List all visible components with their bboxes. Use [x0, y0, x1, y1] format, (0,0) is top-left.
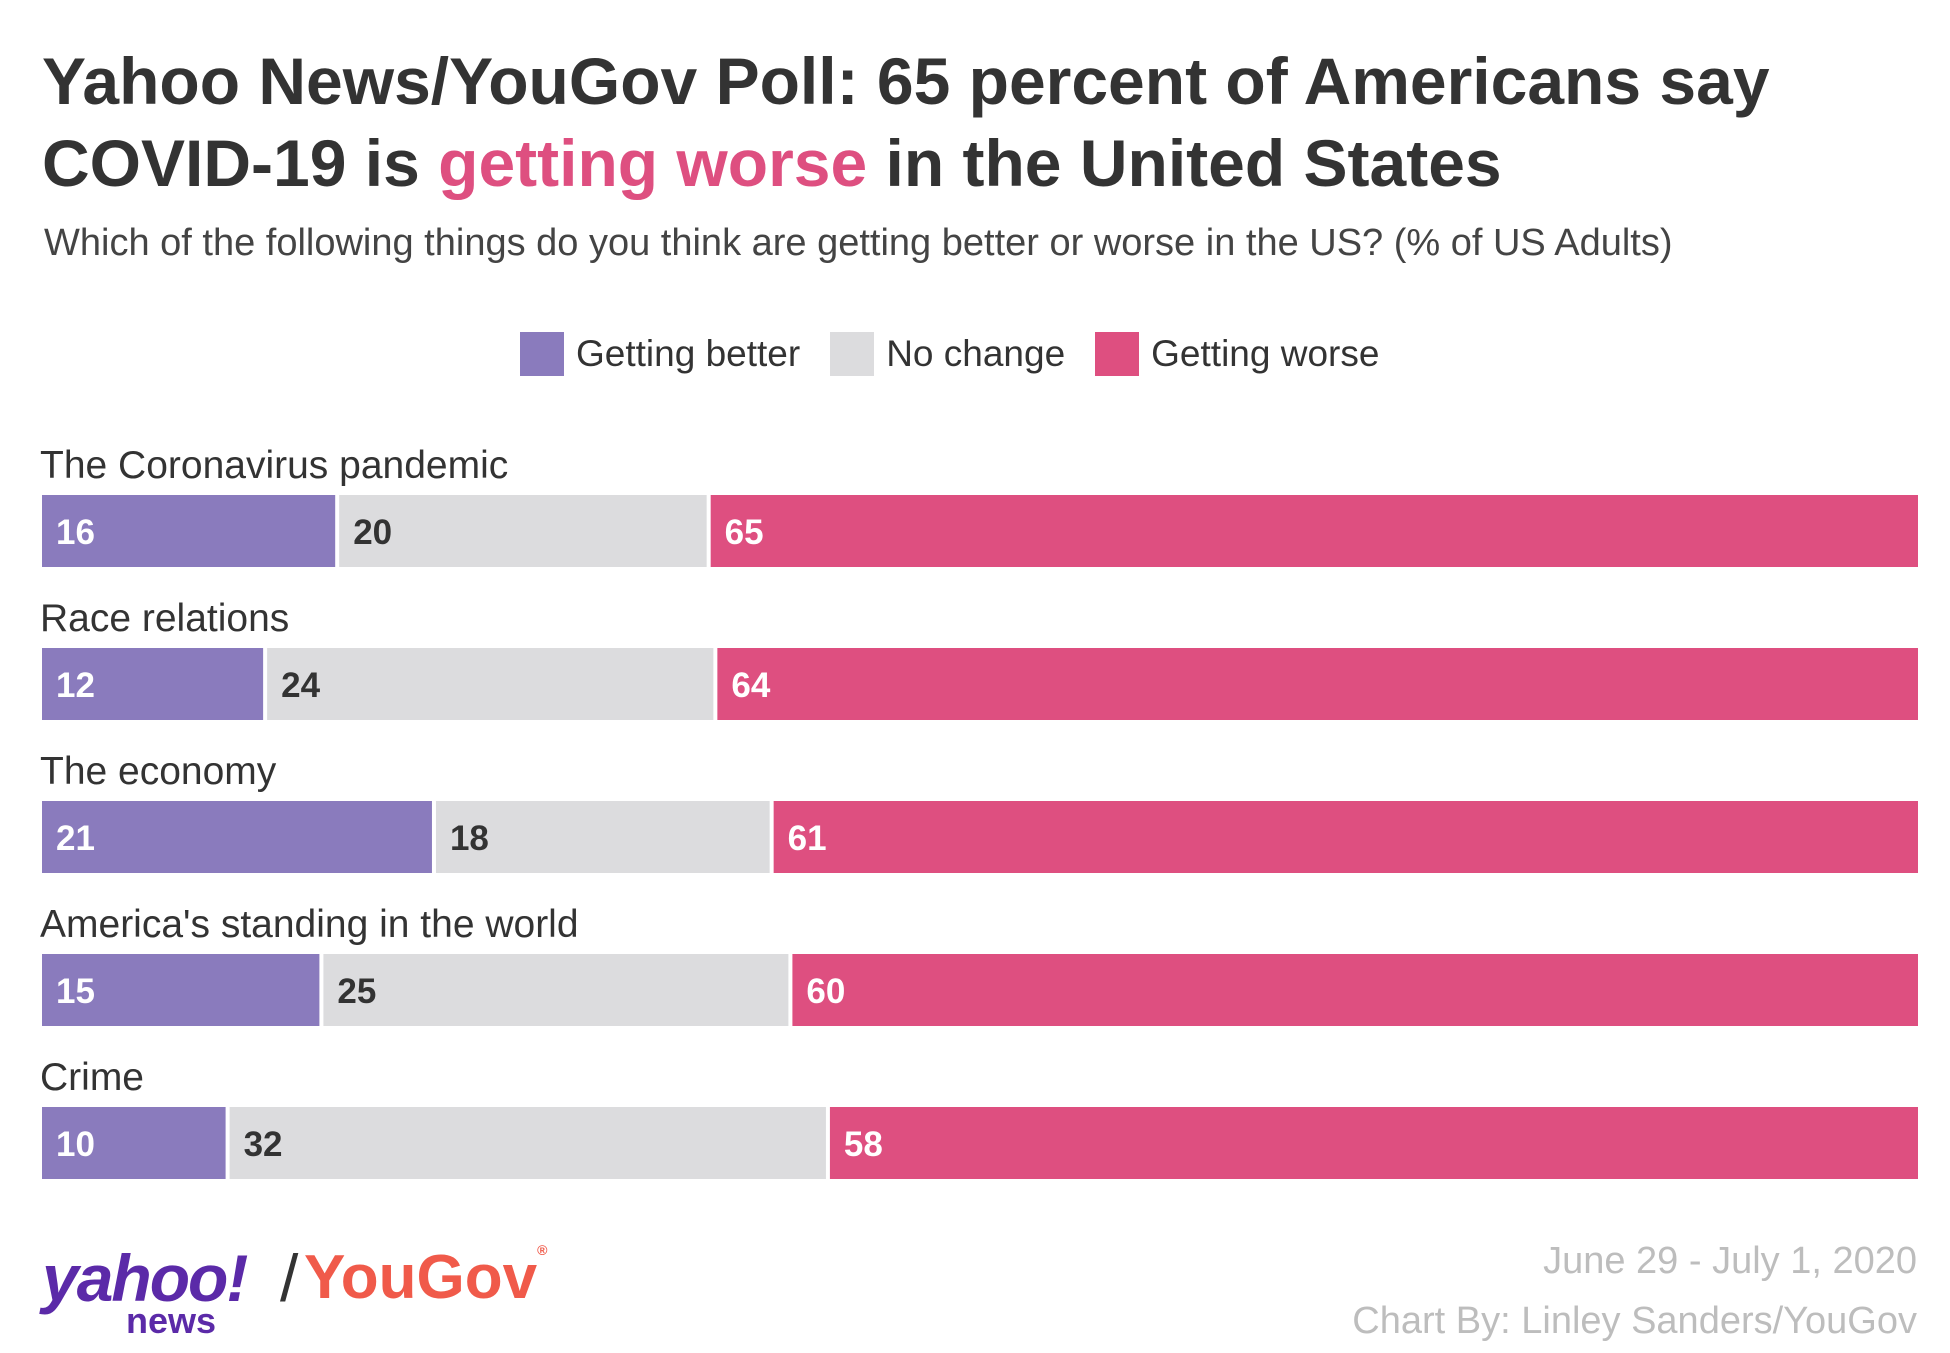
chart-title: Yahoo News/YouGov Poll: 65 percent of Am… [42, 40, 1922, 204]
title-text-part1: Yahoo News/YouGov Poll: 65 percent of Am… [42, 44, 1770, 200]
bar-segment-better [42, 954, 320, 1026]
category-label: America's standing in the world [40, 903, 579, 946]
bar-segment-worse [710, 495, 1918, 567]
data-label-worse: 64 [731, 666, 770, 705]
bar-segment-nochange [323, 954, 789, 1026]
title-text-part2: in the United States [867, 126, 1502, 200]
data-label-nochange: 20 [353, 513, 392, 552]
bar-segment-better [42, 648, 264, 720]
bar-segment-better [42, 495, 336, 567]
yougov-logo: YouGov® [304, 1242, 547, 1313]
data-label-nochange: 25 [337, 972, 376, 1011]
category-label: Race relations [40, 597, 289, 640]
legend-swatch-better [520, 332, 564, 376]
news-logo: news [126, 1300, 217, 1341]
data-label-nochange: 24 [281, 666, 320, 705]
legend-swatch-nochange [830, 332, 875, 376]
data-label-worse: 60 [806, 972, 845, 1011]
bar-segment-worse [829, 1107, 1919, 1179]
legend-label-nochange: No change [886, 333, 1066, 374]
bar-segment-nochange [435, 801, 770, 873]
yougov-logo-text: YouGov [304, 1243, 538, 1312]
category-label: The Coronavirus pandemic [40, 444, 508, 487]
bar-segment-nochange [339, 495, 707, 567]
legend-label-better: Getting better [576, 333, 801, 374]
yahoo-logo: yahoo! [42, 1241, 248, 1315]
logo-slash: / [280, 1241, 299, 1315]
data-label-better: 21 [56, 819, 95, 858]
bar-segment-worse [773, 801, 1918, 873]
bar-segment-nochange [267, 648, 714, 720]
data-label-worse: 65 [725, 513, 764, 552]
data-label-worse: 61 [788, 819, 827, 858]
data-label-better: 15 [56, 972, 95, 1011]
category-label: Crime [40, 1056, 144, 1099]
data-label-better: 10 [56, 1125, 95, 1164]
bar-segment-better [42, 801, 432, 873]
chart-subtitle: Which of the following things do you thi… [44, 222, 1673, 264]
legend-swatch-worse [1095, 332, 1140, 376]
survey-date: June 29 - July 1, 2020 [1543, 1240, 1917, 1282]
registered-mark: ® [537, 1242, 548, 1258]
category-label: The economy [40, 750, 277, 793]
legend: Getting better No change Getting worse [520, 330, 1409, 378]
legend-item-worse: Getting worse [1095, 332, 1379, 376]
legend-item-nochange: No change [830, 332, 1065, 376]
legend-item-better: Getting better [520, 332, 800, 376]
bar-segment-worse [717, 648, 1918, 720]
data-label-better: 16 [56, 513, 95, 552]
bar-segment-worse [792, 954, 1918, 1026]
data-label-better: 12 [56, 666, 95, 705]
data-label-nochange: 32 [244, 1125, 283, 1164]
chart-credit: Chart By: Linley Sanders/YouGov [1352, 1300, 1917, 1342]
data-label-nochange: 18 [450, 819, 489, 858]
bar-segment-better [42, 1107, 226, 1179]
bar-segment-nochange [229, 1107, 826, 1179]
title-highlight: getting worse [438, 126, 868, 200]
data-label-worse: 58 [844, 1125, 883, 1164]
legend-label-worse: Getting worse [1151, 333, 1380, 374]
